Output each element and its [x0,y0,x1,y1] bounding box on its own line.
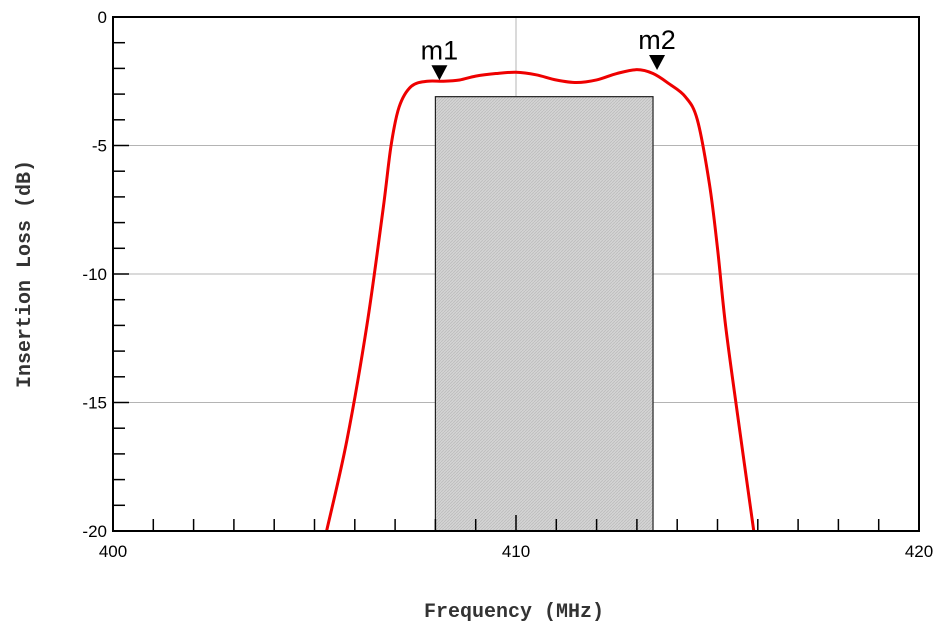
y-tick-label-2: -10 [82,265,107,284]
x-tick-label-1: 410 [502,542,530,561]
marker-layer: m1 m2 [421,25,676,81]
marker-m2-triangle [649,54,666,70]
y-tick-label-4: -20 [82,522,107,541]
marker-m1-triangle [431,65,448,81]
y-tick-label-3: -15 [82,394,107,413]
tick-layer: 400 410 420 0 -5 -10 -15 -20 [82,8,933,561]
y-tick-label-0: 0 [98,8,107,27]
y-tick-label-1: -5 [92,137,107,156]
y-axis-label: Insertion Loss (dB) [14,160,37,388]
series-line-0 [325,68,756,532]
x-tick-label-2: 420 [905,542,933,561]
shaded-region [434,96,654,532]
shaded-region-layer [434,96,654,532]
x-tick-label-0: 400 [99,542,127,561]
series-layer [325,68,756,532]
marker-m1-label: m1 [421,35,459,65]
marker-m2-label: m2 [638,25,676,55]
x-axis-label: Frequency (MHz) [424,601,604,624]
